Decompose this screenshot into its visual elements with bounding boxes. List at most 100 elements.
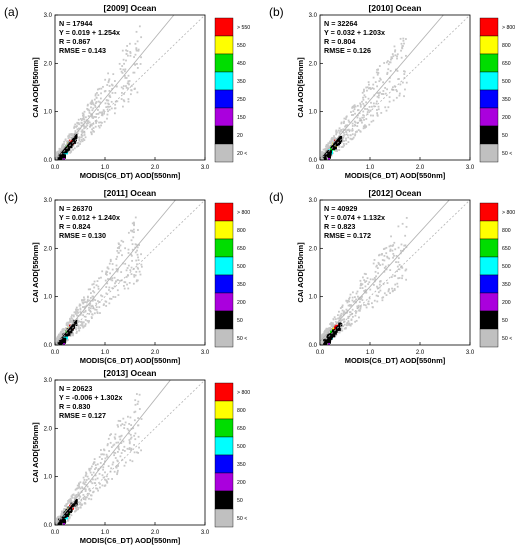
scatter-point [338,146,341,148]
scatter-point [396,265,399,268]
scatter-point [133,222,135,225]
scatter-point [371,306,374,308]
scatter-point [129,433,132,436]
scatter-point [136,246,139,249]
y-tick-label: 2.0 [44,61,53,67]
density-cell [330,333,334,337]
scatter-point [82,476,85,479]
scatter-point [92,490,95,493]
scatter-point [344,118,347,120]
density-cell [327,339,331,343]
scatter-point [395,255,398,257]
scatter-point [356,104,359,107]
y-tick-label: 1.0 [44,475,53,481]
scatter-point [334,335,337,338]
density-cell [72,140,76,144]
scatter-point [321,336,324,339]
scatter-point [369,86,371,89]
scatter-point [77,145,80,147]
scatter-point [90,494,93,497]
scatter-point [374,278,377,281]
y-tick-label: 3.0 [309,198,318,204]
scatter-point [72,134,75,137]
scatter-point [109,258,112,261]
scatter-point [94,102,97,105]
scatter-point [363,289,366,292]
scatter-point [378,286,381,289]
scatter-point [104,90,107,92]
x-axis-label: MODIS(C6_DT) AOD[550nm] [80,356,181,365]
scatter-point [98,111,101,114]
scatter-point [92,283,95,285]
scatter-point [97,100,100,103]
colorbar-swatch [214,418,234,438]
scatter-point [386,60,389,62]
plot-frame [54,14,206,161]
scatter-point [351,291,354,294]
scatter-point [392,89,395,91]
scatter-point [364,285,367,288]
scatter-point [347,129,350,131]
scatter-point [66,338,68,341]
scatter-point [123,100,126,103]
y-tick-label: 3.0 [44,13,53,19]
scatter-point [76,487,78,490]
scatter-point [107,278,109,280]
scatter-point [61,511,63,514]
scatter-point [68,516,71,519]
scatter-point [128,80,131,82]
scatter-point [97,125,100,127]
scatter-point [331,137,333,140]
scatter-point [138,25,141,28]
scatter-point [362,125,365,128]
scatter-point [82,482,85,485]
scatter-point [83,118,85,121]
colorbar-label: 650 [237,426,246,432]
scatter-point [378,283,381,286]
colorbar-swatch [214,17,234,37]
scatter-point [363,104,366,107]
scatter-point [81,306,84,308]
scatter-point [89,471,92,474]
scatter-point [58,334,61,336]
scatter-point [84,475,87,477]
stats-line-2: Y = 0.032 + 1.203x [324,28,385,37]
scatter-point [333,135,335,137]
scatter-point [126,447,129,450]
scatter-point [369,88,372,90]
scatter-point [375,275,377,278]
scatter-point [103,448,105,451]
scatter-point [83,131,86,134]
scatter-point [70,320,73,323]
scatter-point [403,95,405,98]
scatter-point [119,420,122,422]
scatter-point [80,119,83,122]
y-axis-label: CAI AOD[550nm] [296,57,305,118]
scatter-point [346,124,349,127]
scatter-point [377,272,380,275]
scatter-point [321,156,323,159]
scatter-point [340,314,342,317]
scatter-point [91,116,94,119]
one-to-one-line [319,14,471,161]
scatter-point [76,128,79,131]
scatter-point [82,113,85,116]
scatter-point [116,100,119,103]
scatter-point [107,105,110,108]
scatter-point [331,324,334,327]
scatter-point [83,479,86,481]
scatter-point [394,50,396,53]
density-cell [332,334,336,338]
scatter-point [362,96,364,99]
scatter-point [129,52,132,54]
scatter-point [135,48,138,51]
scatter-point [130,254,133,257]
scatter-point [66,324,68,326]
scatter-point [90,480,92,483]
scatter-point [100,92,102,95]
scatter-point [137,435,140,438]
scatter-point [350,114,353,116]
colorbar-swatch [214,71,234,91]
scatter-point [128,448,131,451]
scatter-point [107,81,110,84]
